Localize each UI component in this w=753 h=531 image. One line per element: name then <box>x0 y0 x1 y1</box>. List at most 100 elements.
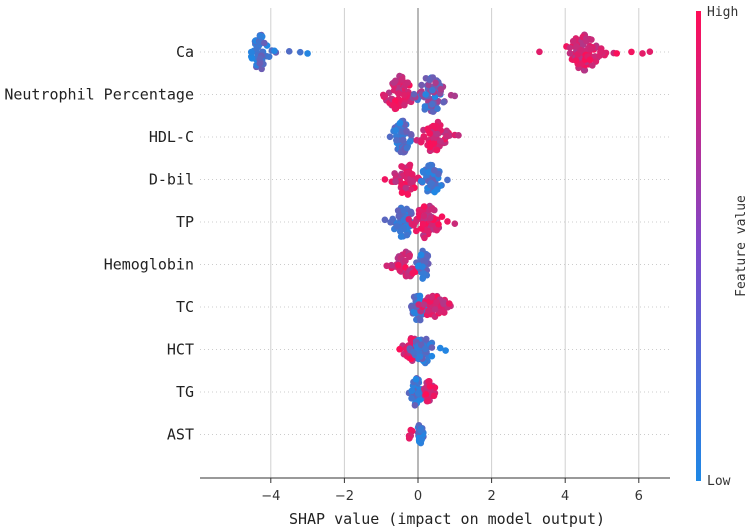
shap-point <box>440 98 447 106</box>
shap-point <box>433 298 440 306</box>
shap-point <box>421 345 429 353</box>
feature-label: Ca <box>176 43 194 61</box>
shap-point <box>398 75 406 83</box>
shap-point <box>443 132 450 140</box>
shap-point <box>397 233 405 240</box>
shap-point <box>536 48 543 56</box>
x-tick-label: 4 <box>561 489 569 504</box>
shap-point <box>386 133 394 141</box>
data-points <box>247 31 654 447</box>
feature-label: TG <box>176 383 194 401</box>
shap-point <box>434 105 441 112</box>
shap-point <box>421 103 429 110</box>
shap-point <box>296 48 304 56</box>
shap-point <box>409 171 416 178</box>
shap-point <box>271 47 278 55</box>
shap-point <box>586 56 594 64</box>
shap-point <box>435 221 442 228</box>
shap-point <box>403 144 411 152</box>
shap-point <box>646 48 654 56</box>
shap-point <box>587 45 595 53</box>
shap-point <box>403 231 411 239</box>
x-tick-label: 2 <box>487 489 495 504</box>
shap-point <box>394 207 402 214</box>
colorbar-gradient <box>696 11 701 481</box>
shap-point <box>425 162 432 169</box>
shap-point <box>400 206 408 214</box>
shap-point <box>285 48 293 55</box>
shap-point <box>409 178 417 185</box>
shap-point <box>256 55 264 62</box>
shap-point <box>395 90 402 97</box>
shap-point <box>416 292 424 300</box>
shap-point <box>432 79 439 87</box>
shap-point <box>392 77 399 85</box>
shap-point <box>411 401 419 409</box>
shap-point <box>389 215 396 223</box>
shap-point <box>412 227 420 235</box>
shap-point <box>395 212 403 219</box>
shap-point <box>398 189 406 197</box>
grid-lines <box>270 8 640 478</box>
shap-point <box>422 335 430 343</box>
shap-point <box>256 32 264 40</box>
shap-point <box>419 220 427 228</box>
x-tick-label: −2 <box>335 489 354 504</box>
shap-point <box>597 48 604 56</box>
shap-point <box>412 309 419 317</box>
shap-point <box>415 301 423 308</box>
shap-point <box>383 262 391 270</box>
x-axis-ticks: −4 −2 0 2 4 6 <box>261 478 643 504</box>
shap-point <box>613 50 621 57</box>
shap-point <box>425 168 433 176</box>
shap-point <box>401 101 408 109</box>
shap-point <box>418 138 425 145</box>
shap-point <box>265 53 273 60</box>
shap-point <box>422 91 429 98</box>
feature-label: D-bil <box>149 171 194 189</box>
shap-point <box>566 44 574 51</box>
shap-point <box>418 436 425 443</box>
shap-point <box>406 161 414 169</box>
shap-point <box>400 91 408 99</box>
shap-point <box>417 426 425 434</box>
shap-point <box>396 119 404 127</box>
shap-point <box>426 143 434 151</box>
shap-point <box>428 205 435 213</box>
shap-point <box>396 228 404 235</box>
shap-point <box>455 132 462 139</box>
shap-point <box>425 307 432 315</box>
shap-point <box>419 275 426 282</box>
shap-point <box>428 293 435 301</box>
shap-point <box>430 392 438 400</box>
shap-point <box>444 218 451 225</box>
shap-point <box>589 62 596 69</box>
shap-point <box>393 223 401 230</box>
shap-point <box>256 60 264 67</box>
shap-point <box>304 50 311 57</box>
shap-point <box>422 391 430 398</box>
shap-point <box>420 212 428 220</box>
feature-label: Hemoglobin <box>104 256 194 274</box>
shap-point <box>429 86 436 94</box>
shap-point <box>639 50 646 57</box>
shap-point <box>428 100 436 108</box>
colorbar: High Low Feature value <box>696 5 749 489</box>
shap-point <box>427 180 435 187</box>
shap-point <box>444 176 451 184</box>
shap-point <box>391 105 399 113</box>
shap-point <box>416 316 424 324</box>
feature-label: Neutrophil Percentage <box>4 86 194 104</box>
shap-point <box>426 76 433 84</box>
shap-point <box>261 39 268 47</box>
feature-label: HCT <box>167 341 194 359</box>
shap-point <box>569 37 577 45</box>
shap-point <box>426 383 434 390</box>
x-tick-label: 6 <box>635 489 643 504</box>
shap-point <box>416 396 424 403</box>
shap-point <box>426 130 434 137</box>
shap-point <box>428 352 436 360</box>
shap-point <box>438 213 446 220</box>
shap-point <box>572 57 580 64</box>
shap-point <box>409 269 416 277</box>
